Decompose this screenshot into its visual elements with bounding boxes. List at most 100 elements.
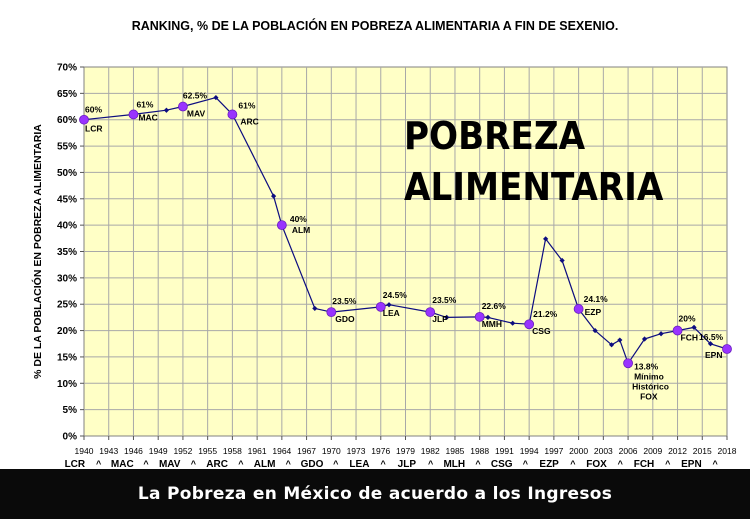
data-label: 23.5% <box>332 296 357 306</box>
data-point <box>386 302 392 308</box>
key-point <box>623 358 633 369</box>
data-point <box>312 305 318 312</box>
x-tick-label: 1967 <box>297 446 316 456</box>
key-point <box>79 114 89 125</box>
data-point <box>444 314 450 320</box>
data-label: 62.5% <box>183 91 208 101</box>
data-label: 40% <box>290 214 307 224</box>
key-point <box>128 109 139 120</box>
x-tick-label: 1982 <box>421 446 440 456</box>
point-name-label: Mínimo <box>634 371 664 381</box>
point-name-label: EZP <box>585 307 602 317</box>
key-point <box>474 311 485 322</box>
point-name-label: JLP <box>432 314 448 324</box>
data-point <box>641 336 648 342</box>
point-name-label: LCR <box>85 124 102 134</box>
x-tick-label: 2012 <box>668 446 687 456</box>
data-label: 13.8% <box>634 361 659 371</box>
y-tick-label: 50% <box>57 168 77 179</box>
x-tick-label: 1946 <box>124 446 143 456</box>
point-name-label: GDO <box>335 314 355 324</box>
key-point <box>178 101 188 112</box>
president-row-label: ^ <box>665 459 671 469</box>
president-row-label: LCR <box>65 459 86 469</box>
x-tick-label: 1955 <box>198 446 217 456</box>
key-point <box>573 304 584 314</box>
key-point <box>227 109 238 120</box>
data-point <box>559 257 565 264</box>
data-point <box>658 331 664 337</box>
chart-title: RANKING, % DE LA POBLACIÓN EN POBREZA AL… <box>132 18 619 33</box>
y-tick-label: 25% <box>57 300 77 311</box>
data-point <box>617 337 623 343</box>
data-label: 22.6% <box>482 301 507 311</box>
x-tick-label: 2015 <box>693 446 712 456</box>
key-point <box>326 307 337 318</box>
president-row-label: GDO <box>301 459 324 469</box>
data-point <box>691 324 697 331</box>
x-tick-label: 1970 <box>322 446 341 456</box>
president-row-label: ^ <box>570 459 576 469</box>
watermark-line-2: ALIMENTARIA <box>404 165 664 209</box>
data-label: 61% <box>136 99 153 109</box>
president-row-label: MAV <box>159 459 181 469</box>
president-row-label: ^ <box>428 459 434 469</box>
x-tick-label: 1964 <box>272 446 291 456</box>
x-tick-label: 1952 <box>173 446 192 456</box>
president-row-label: LEA <box>349 459 369 469</box>
key-point <box>524 319 535 330</box>
y-tick-label: 0% <box>63 432 78 443</box>
data-point <box>592 327 598 334</box>
point-extra-label: FOX <box>640 391 658 401</box>
x-tick-label: 2003 <box>594 446 613 456</box>
y-tick-label: 70% <box>57 63 77 74</box>
president-row-label: CSG <box>491 459 513 469</box>
x-tick-label: 1997 <box>544 446 563 456</box>
y-tick-label: 15% <box>57 352 77 363</box>
president-row-label: ^ <box>143 459 149 469</box>
president-row-label: MAC <box>111 459 134 469</box>
y-tick-label: 5% <box>63 405 78 416</box>
x-tick-label: 2000 <box>569 446 588 456</box>
x-tick-label: 2006 <box>619 446 638 456</box>
x-tick-label: 1973 <box>347 446 366 456</box>
x-tick-label: 1949 <box>149 446 168 456</box>
point-name-label: EPN <box>705 350 722 360</box>
key-point <box>722 344 732 354</box>
data-point <box>163 107 170 113</box>
x-tick-label: 1940 <box>75 446 94 456</box>
data-label: 23.5% <box>432 295 457 305</box>
data-point <box>543 236 549 242</box>
x-tick-label: 2018 <box>718 446 737 456</box>
data-label: 61% <box>238 100 255 110</box>
y-tick-label: 60% <box>57 115 77 126</box>
president-row-label: ^ <box>381 459 387 469</box>
key-point <box>672 325 683 336</box>
y-tick-label: 45% <box>57 194 77 205</box>
point-name-label: CSG <box>532 326 551 336</box>
president-row-label: ^ <box>238 459 244 469</box>
president-row-label: ^ <box>475 459 481 469</box>
y-tick-label: 30% <box>57 273 77 284</box>
data-point <box>608 342 615 348</box>
x-tick-label: 1976 <box>371 446 390 456</box>
data-point <box>213 94 219 101</box>
x-tick-label: 1991 <box>495 446 514 456</box>
x-tick-label: 1979 <box>396 446 415 456</box>
y-tick-label: 55% <box>57 142 77 153</box>
president-row-label: EZP <box>539 459 559 469</box>
president-row-label: ^ <box>713 459 719 469</box>
data-point <box>510 320 516 326</box>
footer-caption: La Pobreza en México de acuerdo a los In… <box>0 469 750 519</box>
watermark-line-1: POBREZA <box>404 114 586 158</box>
x-tick-label: 1985 <box>446 446 465 456</box>
president-row-label: ARC <box>206 459 228 469</box>
president-row-label: ^ <box>618 459 624 469</box>
data-label: 20% <box>679 314 696 324</box>
point-name-label: MMH <box>482 319 502 329</box>
point-extra-label: Histórico <box>632 381 669 391</box>
data-label: 21.2% <box>533 309 558 319</box>
y-tick-label: 40% <box>57 221 77 232</box>
point-name-label: LEA <box>383 308 400 318</box>
x-tick-label: 1958 <box>223 446 242 456</box>
